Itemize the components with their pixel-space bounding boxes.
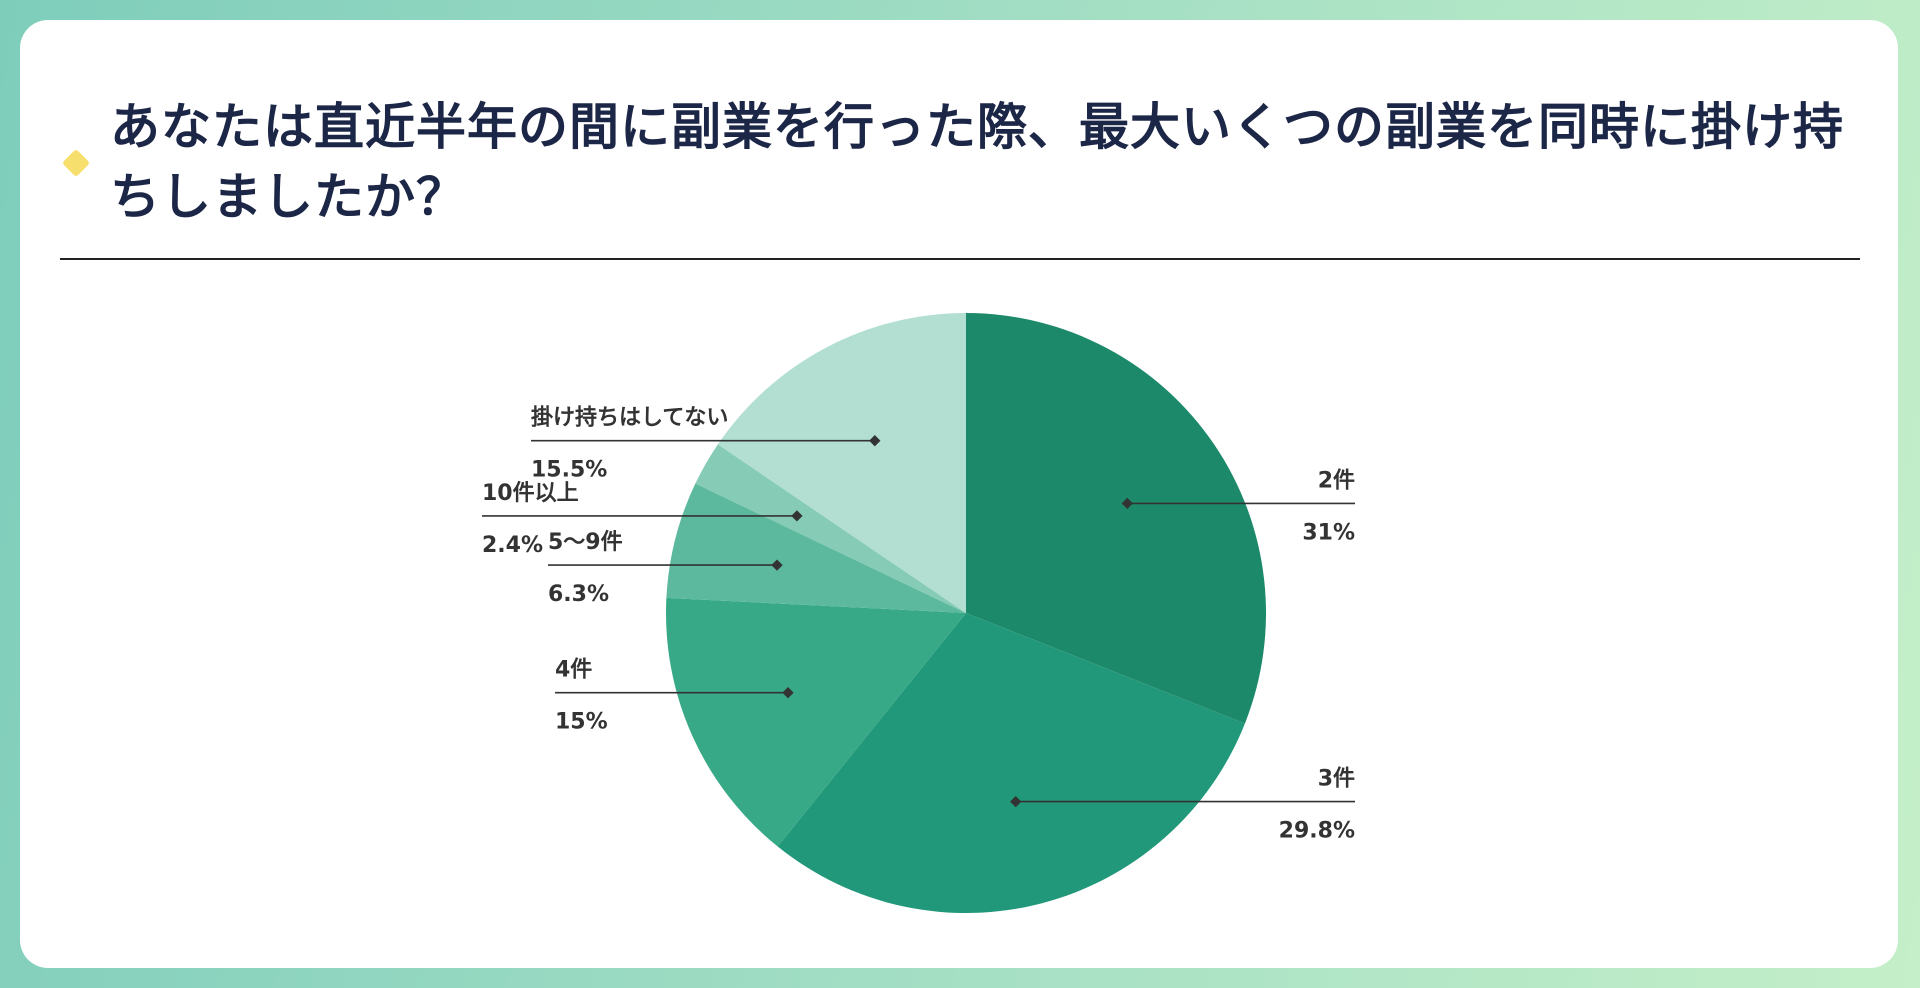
- category-label-slice-6: 掛け持ちはしてない: [531, 406, 728, 431]
- category-label-slice-5: 10件以上: [482, 481, 579, 506]
- value-label-slice-2: 29.8%: [1279, 819, 1355, 844]
- pie-slices: [666, 313, 1266, 914]
- chart-title: あなたは直近半年の間に副業を行った際、最大いくつの副業を同時に掛け持ちしましたか…: [110, 98, 1844, 226]
- leader-dot-slice-3: [782, 687, 794, 699]
- leader-dot-slice-4: [771, 559, 783, 571]
- leader-dot-slice-1: [1121, 497, 1133, 510]
- pie-slice-3: [666, 597, 966, 847]
- leader-dot-slice-2: [1010, 795, 1022, 808]
- pie-labels: 2件 31% 3件 29.8% 4件 15% 5〜9件 6.3% 10件以上 2.4% 掛け持ちはし…: [482, 406, 1355, 844]
- value-label-slice-5: 2.4%: [482, 533, 543, 558]
- value-label-slice-6: 15.5%: [531, 458, 607, 483]
- pie-slice-1: [966, 313, 1266, 724]
- category-label-slice-3: 4件: [555, 658, 592, 683]
- leader-dot-slice-5: [791, 510, 803, 522]
- pie-slice-5: [695, 444, 966, 613]
- pie-slice-6: [717, 313, 966, 613]
- title-divider: [60, 258, 1860, 260]
- value-label-slice-3: 15%: [555, 710, 608, 735]
- category-label-slice-1: 2件: [1318, 468, 1355, 493]
- category-label-slice-2: 3件: [1318, 767, 1355, 792]
- category-label-slice-4: 5〜9件: [548, 530, 623, 555]
- pie-slice-2: [777, 613, 1245, 914]
- value-label-slice-4: 6.3%: [548, 582, 609, 607]
- value-label-slice-1: 31%: [1302, 520, 1355, 545]
- leader-dot-slice-6: [869, 435, 881, 447]
